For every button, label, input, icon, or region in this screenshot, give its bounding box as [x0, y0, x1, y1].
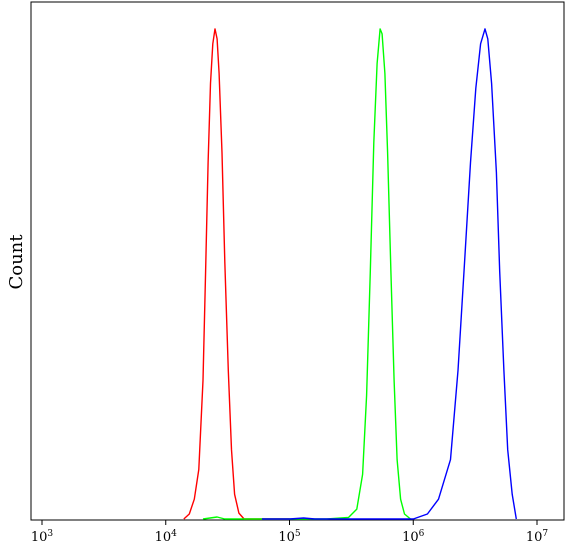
series-line-green — [202, 28, 411, 520]
series-line-red — [183, 28, 290, 520]
y-axis-title: Count — [6, 234, 27, 290]
series-layer — [183, 28, 517, 520]
plot-frame — [30, 1, 565, 521]
x-tick-label: 106 — [402, 529, 425, 545]
x-tick-label: 103 — [31, 529, 54, 545]
series-line-blue — [262, 28, 517, 520]
x-tick-label: 107 — [526, 529, 549, 545]
x-tick-label: 104 — [155, 529, 178, 545]
x-tick-label: 105 — [278, 529, 301, 545]
x-axis-ticks: 103 104 105 106 107 — [31, 520, 549, 545]
